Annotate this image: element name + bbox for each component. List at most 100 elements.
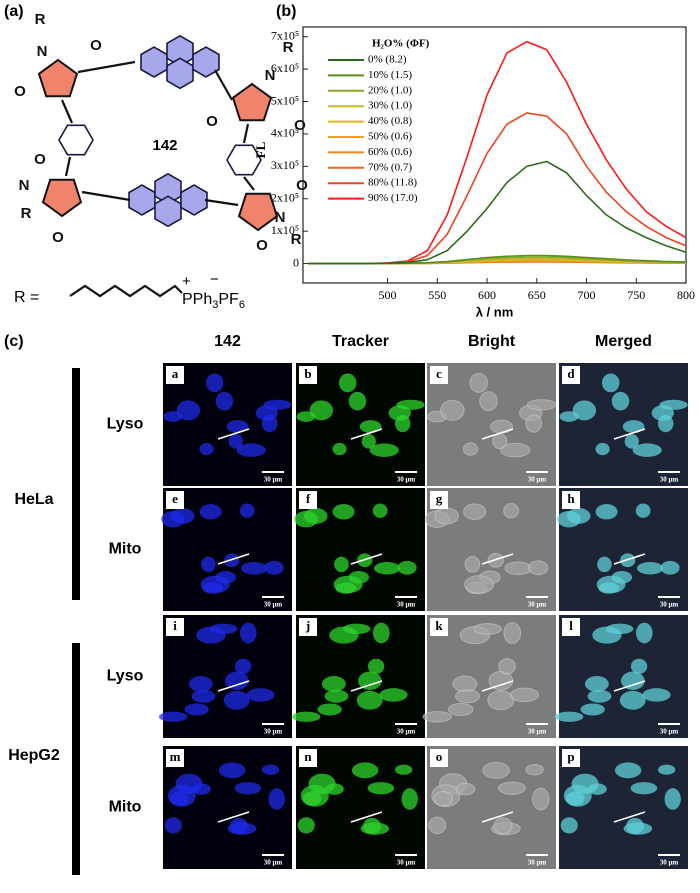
cell — [230, 817, 248, 834]
cell — [373, 561, 401, 575]
cell — [401, 788, 418, 810]
profile-line — [613, 811, 646, 823]
cell — [291, 711, 321, 722]
cell — [525, 414, 542, 433]
atom-label: R — [21, 205, 32, 222]
cell — [601, 373, 620, 393]
formula-part: 6 — [239, 299, 245, 311]
series-line — [308, 160, 687, 265]
row-label: Lyso — [107, 416, 144, 433]
profile-line — [217, 680, 250, 692]
cell — [532, 787, 550, 811]
cell — [595, 504, 618, 520]
cell — [595, 442, 610, 456]
column-header: Merged — [595, 333, 652, 350]
scale-bar-label: 30 μm — [660, 859, 679, 867]
profile-line — [350, 811, 383, 823]
row-label: Mito — [109, 799, 142, 816]
profile-line — [217, 553, 250, 565]
cell — [624, 434, 639, 449]
panel-letter: j — [305, 618, 310, 633]
cell — [170, 508, 195, 524]
legend-title: H₂O% (ΦF) — [372, 38, 430, 50]
cell — [448, 702, 474, 716]
cell — [630, 658, 648, 674]
cell — [263, 399, 292, 410]
cell — [659, 399, 688, 410]
cell — [469, 372, 488, 393]
cell — [367, 658, 385, 674]
cell — [164, 817, 182, 834]
bond — [242, 123, 250, 144]
x-tick-label: 750 — [627, 288, 645, 302]
cell — [333, 575, 363, 594]
panel-letter: g — [436, 491, 443, 506]
bond — [81, 190, 131, 202]
cell — [169, 791, 189, 806]
panel-letter: p — [567, 749, 574, 764]
cell — [657, 764, 676, 775]
cell — [397, 560, 417, 575]
ring — [180, 184, 208, 216]
ring — [58, 124, 94, 156]
group-bar — [72, 368, 80, 600]
legend-label: 10% (1.5) — [368, 69, 412, 81]
cell — [464, 556, 481, 573]
panel-letter: m — [170, 749, 181, 764]
cell — [302, 791, 322, 806]
scale-bar-label: 30 μm — [528, 728, 547, 736]
imide-ring — [237, 192, 279, 232]
panel-letter: k — [435, 618, 443, 633]
cell — [580, 703, 605, 716]
letter-box — [166, 618, 184, 636]
cell — [584, 676, 609, 692]
atom-label: O — [296, 177, 308, 194]
cell — [325, 783, 344, 795]
cell — [565, 791, 585, 806]
letter-box — [430, 491, 448, 509]
letter-box — [299, 366, 317, 384]
cell — [240, 561, 268, 575]
x-tick-label: 600 — [478, 288, 496, 302]
cell — [560, 817, 578, 834]
cell — [199, 442, 214, 456]
cell — [324, 689, 349, 703]
cell — [261, 764, 280, 775]
cell — [367, 782, 395, 795]
cell — [596, 575, 626, 594]
cell — [176, 400, 201, 421]
cell — [192, 783, 211, 795]
cell — [503, 622, 522, 644]
cell — [209, 623, 238, 635]
cell — [205, 373, 224, 393]
x-tick-label: 650 — [528, 288, 546, 302]
cell — [498, 781, 526, 795]
cell — [500, 442, 531, 458]
cell — [597, 556, 612, 573]
cell — [240, 622, 257, 644]
atom-label: O — [14, 83, 26, 100]
scale-bar-label: 30 μm — [660, 728, 679, 736]
legend-label: 70% (0.7) — [368, 161, 412, 173]
cell — [309, 400, 334, 421]
ring — [140, 46, 168, 78]
y-tick-label: 5x10⁵ — [271, 93, 299, 107]
series-line — [308, 40, 687, 265]
cell — [264, 560, 284, 575]
ring — [128, 184, 156, 216]
scale-bar-label: 30 μm — [528, 601, 547, 609]
cell — [636, 622, 653, 644]
profile-line — [350, 553, 383, 565]
cell — [611, 391, 630, 411]
cell — [184, 703, 209, 716]
x-tick-label: 550 — [428, 288, 446, 302]
bond — [214, 69, 233, 101]
letter-box — [299, 491, 317, 509]
legend-label: 80% (11.8) — [368, 177, 417, 189]
profile-line — [613, 428, 646, 440]
scale-bar-label: 30 μm — [397, 476, 416, 484]
legend-label: 60% (0.6) — [368, 146, 412, 158]
cell — [234, 782, 262, 795]
letter-box — [166, 491, 184, 509]
cell — [297, 817, 315, 834]
